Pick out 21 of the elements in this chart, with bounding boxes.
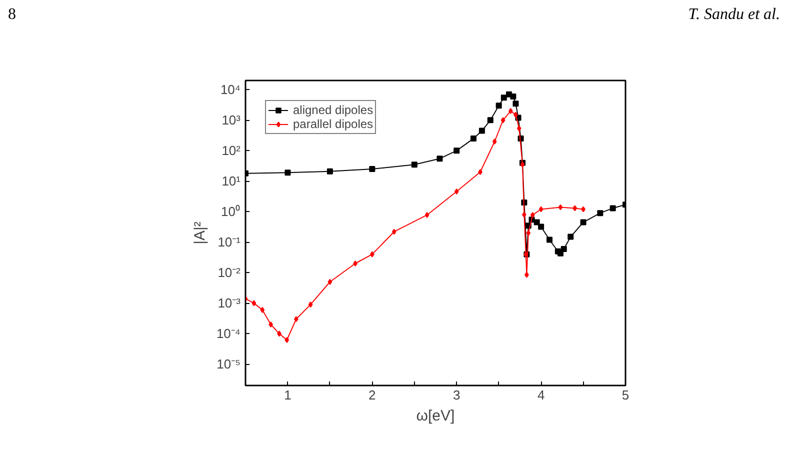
x-tick-label: 3 <box>452 388 460 402</box>
y-tick-label: 10⁻¹ <box>218 234 242 250</box>
y-tick-label: 10⁰ <box>221 204 241 220</box>
x-tick-label: 2 <box>368 388 376 402</box>
legend-label: parallel dipoles <box>293 117 374 131</box>
y-tick-label: 10² <box>222 143 242 158</box>
y-tick-label: 10⁻⁴ <box>216 326 240 342</box>
y-tick-label: 10³ <box>222 112 242 128</box>
x-tick-label: 5 <box>622 388 630 402</box>
x-tick-label: 1 <box>284 388 292 402</box>
y-tick-label: 10⁴ <box>220 82 240 98</box>
y-tick-label: 10⁻⁵ <box>216 356 241 372</box>
text: T. Sandu et al. <box>688 5 780 25</box>
text: 8 <box>8 5 16 25</box>
x-axis-title: ω[eV] <box>416 408 455 424</box>
y-tick-label: 10⁻² <box>218 265 242 280</box>
legend-label: aligned dipoles <box>293 103 374 117</box>
x-tick-label: 4 <box>537 388 545 402</box>
y-axis-title: |A|² <box>191 222 208 244</box>
y-tick-label: 10¹ <box>222 174 242 189</box>
y-tick-label: 10⁻³ <box>218 296 242 311</box>
